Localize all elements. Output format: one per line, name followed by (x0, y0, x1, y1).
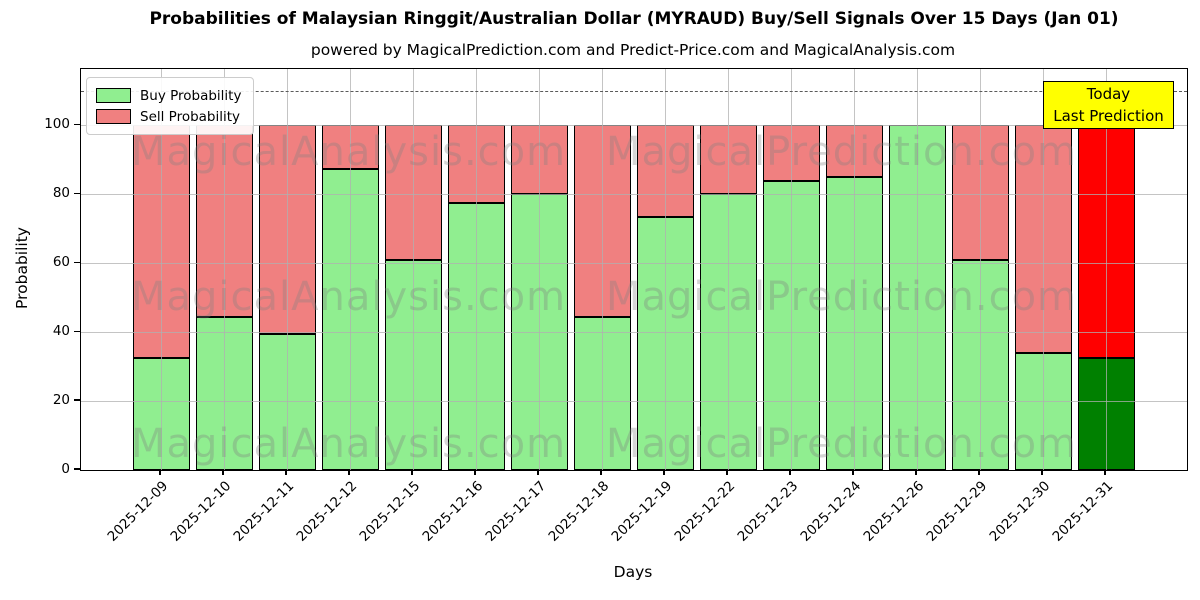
x-tick-mark (411, 470, 413, 475)
x-tick-mark (1104, 470, 1106, 475)
x-axis-title: Days (613, 563, 653, 581)
horizontal-gridline (81, 124, 1187, 126)
today-annotation-box: Today Last Prediction (1043, 81, 1174, 129)
today-annotation-line1: Today (1086, 85, 1131, 103)
chart-subtitle: powered by MagicalPrediction.com and Pre… (310, 41, 956, 59)
x-tick-mark (915, 470, 917, 475)
y-tick-mark (74, 468, 80, 470)
vertical-gridline (1042, 69, 1044, 470)
vertical-gridline (286, 69, 288, 470)
buy-probability-swatch (96, 88, 131, 103)
x-tick-mark (348, 470, 350, 475)
vertical-gridline (1105, 69, 1107, 470)
x-tick-mark (600, 470, 602, 475)
x-tick-mark (663, 470, 665, 475)
x-tick-mark (1041, 470, 1043, 475)
y-tick-mark (74, 261, 80, 263)
x-tick-mark (789, 470, 791, 475)
chart-title: Probabilities of Malaysian Ringgit/Austr… (149, 9, 1119, 29)
vertical-gridline (412, 69, 414, 470)
horizontal-gridline (81, 331, 1187, 333)
y-tick-mark (74, 399, 80, 401)
vertical-gridline (853, 69, 855, 470)
vertical-gridline (916, 69, 918, 470)
horizontal-gridline (81, 262, 1187, 264)
y-axis-title: Probability (13, 227, 31, 309)
x-tick-mark (537, 470, 539, 475)
vertical-gridline (160, 69, 162, 470)
x-tick-mark (852, 470, 854, 475)
legend-item-buy-label: Buy Probability (140, 87, 242, 104)
legend-item-sell-label: Sell Probability (140, 108, 241, 125)
x-tick-mark (285, 470, 287, 475)
watermark-text: MagicalPrediction.com (606, 129, 1077, 175)
y-tick-mark (74, 192, 80, 195)
vertical-gridline (727, 69, 729, 470)
x-tick-mark (474, 470, 476, 475)
today-annotation-line2: Last Prediction (1053, 107, 1164, 125)
y-tick-label: 20 (52, 392, 70, 409)
vertical-gridline (349, 69, 351, 470)
legend-item-sell: Sell Probability (96, 106, 241, 127)
y-tick-label: 80 (52, 185, 70, 202)
x-tick-mark (222, 470, 224, 475)
vertical-gridline (538, 69, 540, 470)
dashed-threshold-line (81, 91, 1187, 93)
vertical-gridline (223, 69, 225, 470)
watermark-text: MagicalAnalysis.com (131, 129, 567, 175)
sell-probability-swatch (96, 109, 131, 124)
vertical-gridline (979, 69, 981, 470)
watermark-text: MagicalAnalysis.com (131, 274, 567, 320)
vertical-gridline (790, 69, 792, 470)
y-tick-label: 60 (52, 254, 70, 271)
watermark-text: MagicalPrediction.com (606, 421, 1077, 467)
vertical-gridline (664, 69, 666, 470)
plot-area: MagicalAnalysis.com MagicalPrediction.com… (80, 68, 1188, 471)
vertical-gridline (601, 69, 603, 470)
y-tick-label: 40 (52, 323, 70, 340)
watermark-text: MagicalAnalysis.com (131, 421, 567, 467)
chart-legend: Buy Probability Sell Probability (86, 77, 255, 135)
horizontal-gridline (81, 193, 1187, 195)
watermark-text: MagicalPrediction.com (606, 274, 1077, 320)
y-tick-mark (74, 123, 80, 126)
x-tick-mark (159, 470, 161, 475)
vertical-gridline (475, 69, 477, 470)
horizontal-gridline (81, 400, 1187, 402)
y-tick-label: 100 (44, 116, 70, 133)
legend-item-buy: Buy Probability (96, 85, 241, 106)
y-tick-label: 0 (61, 461, 70, 477)
y-tick-mark (74, 330, 80, 332)
x-tick-mark (978, 470, 980, 475)
x-tick-mark (726, 470, 728, 475)
